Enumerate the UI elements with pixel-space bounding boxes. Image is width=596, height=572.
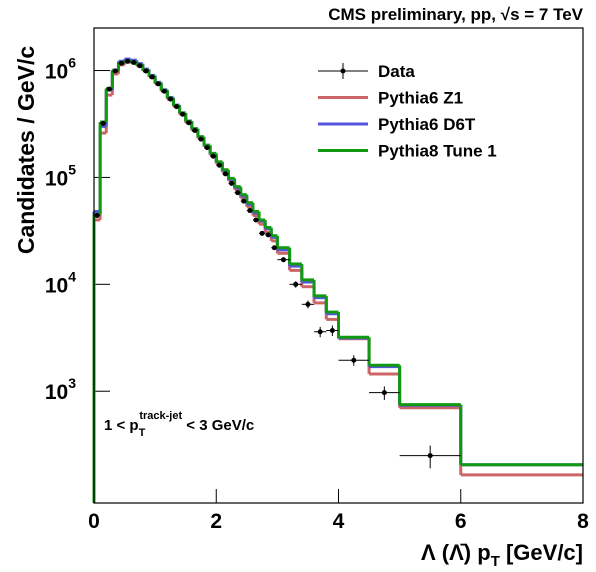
annotation: 1 < pTtrack-jet < 3 GeV/c <box>104 410 254 439</box>
annotation-sub: T <box>139 427 146 439</box>
y-tick-base: 10 <box>45 61 68 84</box>
legend-label: Data <box>378 62 415 81</box>
data-point <box>180 111 186 117</box>
data-point <box>167 96 173 102</box>
y-tick-base: 10 <box>45 167 68 190</box>
x-tick-label: 6 <box>455 510 467 533</box>
annotation-sup: track-jet <box>139 410 182 422</box>
data-point <box>204 145 210 151</box>
data-point <box>329 327 335 333</box>
data-point <box>216 162 222 168</box>
data-point <box>94 213 100 219</box>
legend-marker <box>340 68 346 74</box>
y-axis-label: Candidates / GeV/c <box>13 46 39 255</box>
data-point <box>125 58 131 64</box>
data-point <box>100 120 106 126</box>
x-tick-label: 8 <box>577 510 589 533</box>
data-point <box>305 301 311 307</box>
data-point <box>106 86 112 92</box>
data-point <box>265 232 271 238</box>
y-tick-label: 105 <box>45 161 76 190</box>
y-tick-exponent: 5 <box>68 161 76 177</box>
data-point <box>119 60 125 66</box>
data-point <box>161 88 167 94</box>
data-point <box>253 217 259 223</box>
data-point <box>271 245 277 251</box>
x-tick-label: 4 <box>333 510 345 533</box>
data-point <box>222 171 228 177</box>
data-point <box>131 59 137 65</box>
data-point <box>137 63 143 69</box>
data-point <box>427 453 433 459</box>
data-point <box>149 74 155 80</box>
y-tick-label: 104 <box>45 268 76 297</box>
annotation-text: 1 < p <box>104 417 139 434</box>
data-point <box>280 257 286 263</box>
data-point <box>186 120 192 126</box>
data-point <box>210 153 216 159</box>
annotation-after: < 3 GeV/c <box>182 417 254 434</box>
plot-frame <box>93 27 584 504</box>
data-point <box>192 127 198 133</box>
x-tick-label: 2 <box>210 510 222 533</box>
x-label-after: [GeV/c] <box>500 540 583 565</box>
y-tick-base: 10 <box>45 381 68 404</box>
data-point <box>317 329 323 335</box>
chart-title: CMS preliminary, pp, √s = 7 TeV <box>328 5 583 24</box>
x-label-text: Λ (Λ̄) p <box>421 540 491 565</box>
legend-label: Pythia6 D6T <box>378 115 476 134</box>
y-tick-exponent: 3 <box>68 375 76 391</box>
data-point <box>155 81 161 87</box>
x-label-sub: T <box>491 553 500 570</box>
data-point <box>247 208 253 214</box>
data-point <box>112 68 118 74</box>
y-tick-base: 10 <box>45 274 68 297</box>
data-point <box>235 190 241 196</box>
y-tick-label: 106 <box>45 55 76 84</box>
data-point <box>241 198 247 204</box>
y-tick-exponent: 4 <box>68 268 76 284</box>
data-point <box>198 136 204 142</box>
data-point <box>259 230 265 236</box>
x-axis-label: Λ (Λ̄) pT [GeV/c] <box>421 540 583 570</box>
x-tick-label: 0 <box>88 510 100 533</box>
legend-label: Pythia6 Z1 <box>378 89 463 108</box>
legend-label: Pythia8 Tune 1 <box>378 142 497 161</box>
y-tick-label: 103 <box>45 375 76 404</box>
data-point <box>351 357 357 363</box>
data-point <box>143 68 149 74</box>
data-point <box>229 180 235 186</box>
data-point <box>174 104 180 110</box>
data-point <box>381 390 387 396</box>
y-tick-exponent: 6 <box>68 55 76 71</box>
data-point <box>293 281 299 287</box>
